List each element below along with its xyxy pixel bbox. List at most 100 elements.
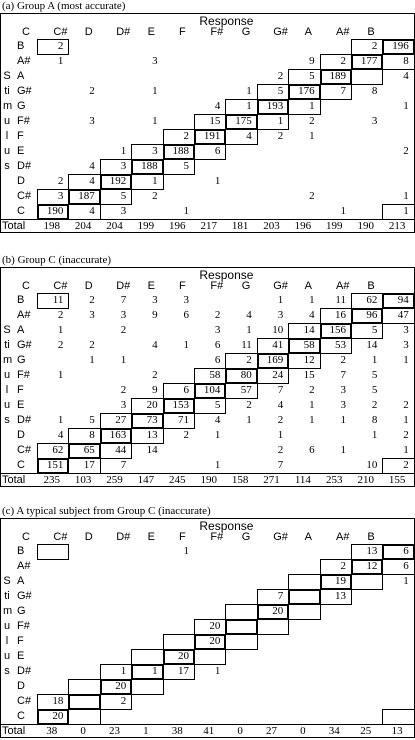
neighbor-box <box>162 413 195 429</box>
neighbor-box <box>225 129 258 145</box>
row-label: A# <box>17 309 31 321</box>
row-label: D <box>17 175 25 187</box>
neighbor-box <box>131 428 164 444</box>
cell-value: 1 <box>152 85 158 97</box>
cell-value: 1 <box>340 205 346 217</box>
cell-value: 57 <box>240 384 252 396</box>
cell-value: 44 <box>115 444 127 456</box>
total-value: 23 <box>108 725 120 737</box>
column-header: E <box>147 26 155 38</box>
stimulus-label: Stimulus <box>3 324 13 426</box>
cell-value: 196 <box>392 40 409 52</box>
neighbor-box <box>37 293 70 309</box>
cell-value: 58 <box>303 339 315 351</box>
cell-value: 8 <box>403 55 409 67</box>
neighbor-box <box>288 574 321 590</box>
cell-value: 2 <box>403 429 409 441</box>
cell-value: 3 <box>214 324 221 336</box>
cell-value: 2 <box>340 55 346 67</box>
cell-value: 2 <box>371 399 378 411</box>
cell-value: 5 <box>89 414 95 426</box>
row-label: B <box>17 545 25 557</box>
cell-value: 2 <box>340 354 346 366</box>
cell-value: 3 <box>277 309 284 321</box>
cell-value: 5 <box>120 190 127 202</box>
column-header: F <box>179 280 186 292</box>
neighbor-box <box>225 604 258 620</box>
cell-value: 62 <box>52 444 64 456</box>
cell-value: 4 <box>246 130 252 142</box>
cell-value: 6 <box>214 339 221 351</box>
cell-value: 3 <box>183 294 189 306</box>
cell-value: 2 <box>152 369 158 381</box>
row-label: F <box>17 130 24 142</box>
cell-value: 41 <box>272 339 284 351</box>
total-value: 34 <box>328 725 340 737</box>
diagonal-box <box>225 619 258 635</box>
neighbor-box <box>68 709 101 725</box>
cell-value: 2 <box>89 85 95 97</box>
cell-value: 2 <box>120 384 127 396</box>
neighbor-box <box>99 443 133 459</box>
row-label: A# <box>17 560 31 572</box>
cell-value: 2 <box>183 429 189 441</box>
column-header: G <box>241 280 251 292</box>
cell-value: 8 <box>371 85 378 97</box>
cell-value: 1 <box>57 324 64 336</box>
cell-value: 13 <box>146 429 158 441</box>
cell-value: 192 <box>109 175 127 187</box>
cell-value: 1 <box>246 85 252 97</box>
cell-value: 3 <box>152 294 158 306</box>
neighbor-box <box>319 84 352 100</box>
cell-value: 163 <box>109 429 127 441</box>
cell-value: 6 <box>214 354 221 366</box>
caption: (b) Group C (inaccurate) <box>2 254 112 266</box>
cell-value: 1 <box>120 354 127 366</box>
row-label: D <box>17 680 25 692</box>
row-label: C <box>17 459 25 471</box>
column-header: F# <box>210 26 224 38</box>
row-label: D# <box>17 665 32 677</box>
cell-value: 9 <box>152 384 158 396</box>
total-value: 210 <box>357 474 374 486</box>
cell-value: 188 <box>141 160 158 172</box>
cell-value: 176 <box>298 85 315 97</box>
cell-value: 73 <box>146 414 158 426</box>
total-value: 0 <box>237 725 243 737</box>
cell-value: 3 <box>89 115 95 127</box>
cell-value: 2 <box>403 399 409 411</box>
cell-value: 2 <box>277 130 284 142</box>
cell-value: 20 <box>272 605 284 617</box>
neighbor-box <box>131 679 164 695</box>
stimulus-label: Stimulus <box>3 70 13 172</box>
cell-value: 1 <box>309 414 315 426</box>
cell-value: 3 <box>120 309 127 321</box>
cell-value: 1 <box>340 444 346 456</box>
cell-value: 6 <box>183 384 189 396</box>
column-header: D <box>84 26 93 38</box>
column-header: A# <box>336 280 350 292</box>
total-value: 217 <box>200 220 217 232</box>
cell-value: 1 <box>340 414 346 426</box>
cell-value: 6 <box>403 545 409 557</box>
column-header: G# <box>273 26 288 38</box>
row-label: G <box>17 354 26 366</box>
total-value: 147 <box>137 474 155 486</box>
cell-value: 153 <box>172 399 189 411</box>
cell-value: 1 <box>214 429 221 441</box>
cell-value: 2 <box>214 309 221 321</box>
cell-value: 5 <box>214 399 221 411</box>
row-label: G# <box>17 339 32 351</box>
cell-value: 2 <box>246 399 252 411</box>
cell-value: 2 <box>277 70 284 82</box>
cell-value: 3 <box>89 309 95 321</box>
row-label: A <box>17 324 25 336</box>
neighbor-box <box>319 589 352 605</box>
caption: (c) A typical subject from Group C (inac… <box>2 505 211 517</box>
cell-value: 7 <box>340 369 346 381</box>
cell-value: 2 <box>89 339 95 351</box>
cell-value: 1 <box>309 399 315 411</box>
total-value: 190 <box>357 220 374 232</box>
cell-value: 1 <box>152 175 158 187</box>
total-value: 155 <box>388 474 406 486</box>
